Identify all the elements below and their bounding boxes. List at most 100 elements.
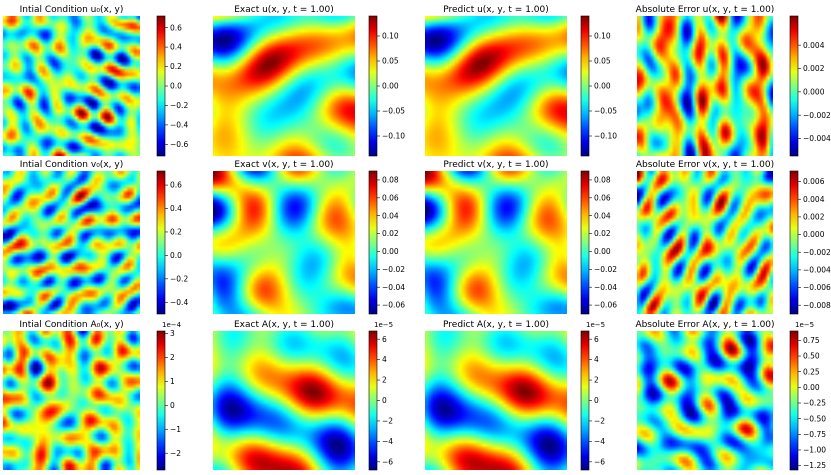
panel-title: Absolute Error A(x, y, t = 1.00)	[635, 320, 774, 330]
colorbar: 0.006 0.004 0.002 0.000 −0.002 −0.004 −0.006 −0…	[789, 170, 831, 315]
colorbar-tick-label: −0.75	[803, 430, 826, 439]
colorbar-tick-label: −1.00	[803, 446, 826, 455]
colorbar-tick-label: −0.02	[382, 265, 405, 274]
colorbar-tick-label: −0.008	[803, 301, 831, 310]
panel-title: Absolute Error u(x, y, t = 1.00)	[636, 5, 775, 15]
heatmap-image	[213, 16, 355, 156]
colorbar-tick-label: 0.05	[594, 57, 611, 66]
colorbar-tick-label: 0	[594, 396, 599, 405]
colorbar-tick-label: −0.04	[594, 283, 617, 292]
colorbar-gradient	[580, 15, 590, 157]
colorbar-tick-label: 6	[594, 335, 599, 344]
colorbar-tick-label: −0.06	[382, 301, 405, 310]
colorbar-gradient	[789, 330, 799, 471]
colorbar-tick-label: 2	[594, 376, 599, 385]
colorbar: 3 2 1 0 −1 −2 1e−4	[156, 321, 182, 471]
panel-title: Predict u(x, y, t = 1.00)	[443, 5, 549, 15]
colorbar-gradient	[789, 15, 799, 157]
panel-title: Predict A(x, y, t = 1.00)	[443, 320, 549, 330]
colorbar: 6 4 2 0 −2 −4 −6 1e−5	[580, 321, 605, 471]
panel-5: Exact v(x, y, t = 1.00)0.080.060.040.020…	[213, 160, 405, 315]
heatmap-image	[425, 171, 567, 314]
colorbar-tick-label: 0.00	[382, 247, 399, 256]
panel-0: Intial Condition u₀(x, y) 0.6 0.4 0.2 0.0 −0.…	[3, 5, 188, 157]
colorbar: 0.6 0.4 0.2 0.0 −0.2 −0.4	[156, 170, 188, 315]
colorbar-multiplier: 1e−5	[586, 321, 605, 329]
colorbar: 0.10 0.05 0.00 −0.05 −0.10	[580, 15, 617, 157]
panel-2: Predict u(x, y, t = 1.00) 0.10 0.05 0.00 −0.…	[425, 5, 617, 157]
colorbar-tick-label: 0.00	[382, 82, 399, 91]
heatmap-image	[425, 331, 567, 470]
colorbar-tick-label: −0.4	[170, 298, 188, 307]
colorbar-tick-label: 0.06	[594, 193, 611, 202]
colorbar-gradient	[156, 15, 166, 157]
colorbar-multiplier: 1e−4	[162, 321, 182, 329]
panel-title: Predict v(x, y, t = 1.00)	[443, 160, 548, 170]
colorbar-tick-label: −0.10	[382, 132, 405, 141]
heatmap-image	[3, 171, 140, 314]
colorbar-tick-label: 0.6	[170, 23, 182, 32]
panel-title: Intial Condition u₀(x, y)	[20, 5, 124, 15]
colorbar: 0.08 0.06 0.04 0.02 0.00 −0.02 −0.04 −0.06	[368, 170, 405, 315]
colorbar-tick-label: 2	[170, 353, 175, 362]
colorbar-gradient	[789, 170, 799, 315]
colorbar-tick-label: 0.4	[170, 43, 182, 52]
colorbar-tick-label: −0.002	[803, 111, 831, 120]
colorbar-tick-label: −2	[170, 449, 181, 458]
panel-6: Predict v(x, y, t = 1.00)0.080.060.040.0…	[425, 160, 617, 315]
colorbar-tick-label: 0.10	[594, 32, 611, 41]
heatmap-image	[213, 331, 355, 470]
colorbar-tick-label: 0.02	[594, 229, 611, 238]
colorbar: 0.6 0.4 0.2 0.0 −0.2 −0.4 −0.6	[156, 15, 188, 157]
colorbar-tick-label: −0.02	[594, 265, 617, 274]
colorbar-tick-label: 0.25	[803, 367, 820, 376]
colorbar-tick-label: 0.2	[170, 62, 182, 71]
colorbar-tick-label: −0.006	[803, 283, 831, 292]
colorbar-multiplier: 1e−5	[374, 321, 393, 329]
colorbar-tick-label: −2	[382, 417, 393, 426]
colorbar: 0.10 0.05 0.00 −0.05 −0.10	[368, 15, 405, 157]
colorbar-tick-label: −0.05	[382, 107, 405, 116]
colorbar-tick-label: 0.05	[382, 57, 399, 66]
colorbar: 6 4 2 0 −2 −4 −6 1e−5	[368, 321, 393, 471]
panel-title: Intial Condition v₀(x, y)	[20, 160, 123, 170]
colorbar-gradient	[368, 170, 378, 315]
panel-title: Exact u(x, y, t = 1.00)	[234, 5, 334, 15]
colorbar-tick-label: 0.75	[803, 336, 820, 345]
colorbar-tick-label: 4	[382, 355, 387, 364]
colorbar-tick-label: 0.002	[803, 213, 825, 222]
colorbar-tick-label: −4	[594, 437, 605, 446]
panel-title: Exact A(x, y, t = 1.00)	[234, 320, 334, 330]
colorbar: 0.75 0.50 0.25 0.00 −0.25 −0.50 −0.75 −1.00 −1.2…	[789, 321, 826, 471]
colorbar-tick-label: 0.006	[803, 177, 825, 186]
colorbar-tick-label: 0.10	[382, 32, 399, 41]
colorbar-tick-label: 0.002	[803, 64, 825, 73]
colorbar-tick-label: 6	[382, 335, 387, 344]
colorbar-tick-label: −0.004	[803, 265, 831, 274]
panel-10: Predict A(x, y, t = 1.00) 6 4 2 0 −2 −4 −6 1e−5	[425, 320, 605, 471]
colorbar-tick-label: −0.50	[803, 414, 826, 423]
colorbar-tick-label: 0	[170, 401, 175, 410]
heatmap-image	[3, 16, 140, 156]
colorbar-tick-label: 0.004	[803, 195, 825, 204]
panel-3: Absolute Error u(x, y, t = 1.00)0.0040.0…	[636, 5, 831, 157]
colorbar-tick-label: 0.6	[170, 181, 182, 190]
colorbar-tick-label: 0.000	[803, 87, 825, 96]
colorbar-tick-label: −0.6	[170, 140, 188, 149]
colorbar-tick-label: −1.25	[803, 461, 826, 470]
colorbar-tick-label: 1	[170, 377, 175, 386]
colorbar-tick-label: −2	[594, 417, 605, 426]
colorbar-tick-label: 0.0	[170, 82, 182, 91]
colorbar-tick-label: 0	[382, 396, 387, 405]
colorbar-tick-label: −6	[594, 457, 605, 466]
colorbar-tick-label: −0.2	[170, 274, 188, 283]
colorbar: 0.08 0.06 0.04 0.02 0.00 −0.02 −0.04 −0.06	[580, 170, 617, 315]
colorbar-tick-label: 0.06	[382, 193, 399, 202]
colorbar-tick-label: 0.0	[170, 251, 182, 260]
colorbar-tick-label: −0.25	[803, 399, 826, 408]
colorbar-tick-label: 0.02	[382, 229, 399, 238]
colorbar-gradient	[368, 15, 378, 157]
colorbar-gradient	[156, 330, 166, 471]
panel-9: Exact A(x, y, t = 1.00) 6 4 2 0 −2 −4 −6 1e−5	[213, 320, 393, 471]
colorbar-tick-label: 0.4	[170, 204, 182, 213]
